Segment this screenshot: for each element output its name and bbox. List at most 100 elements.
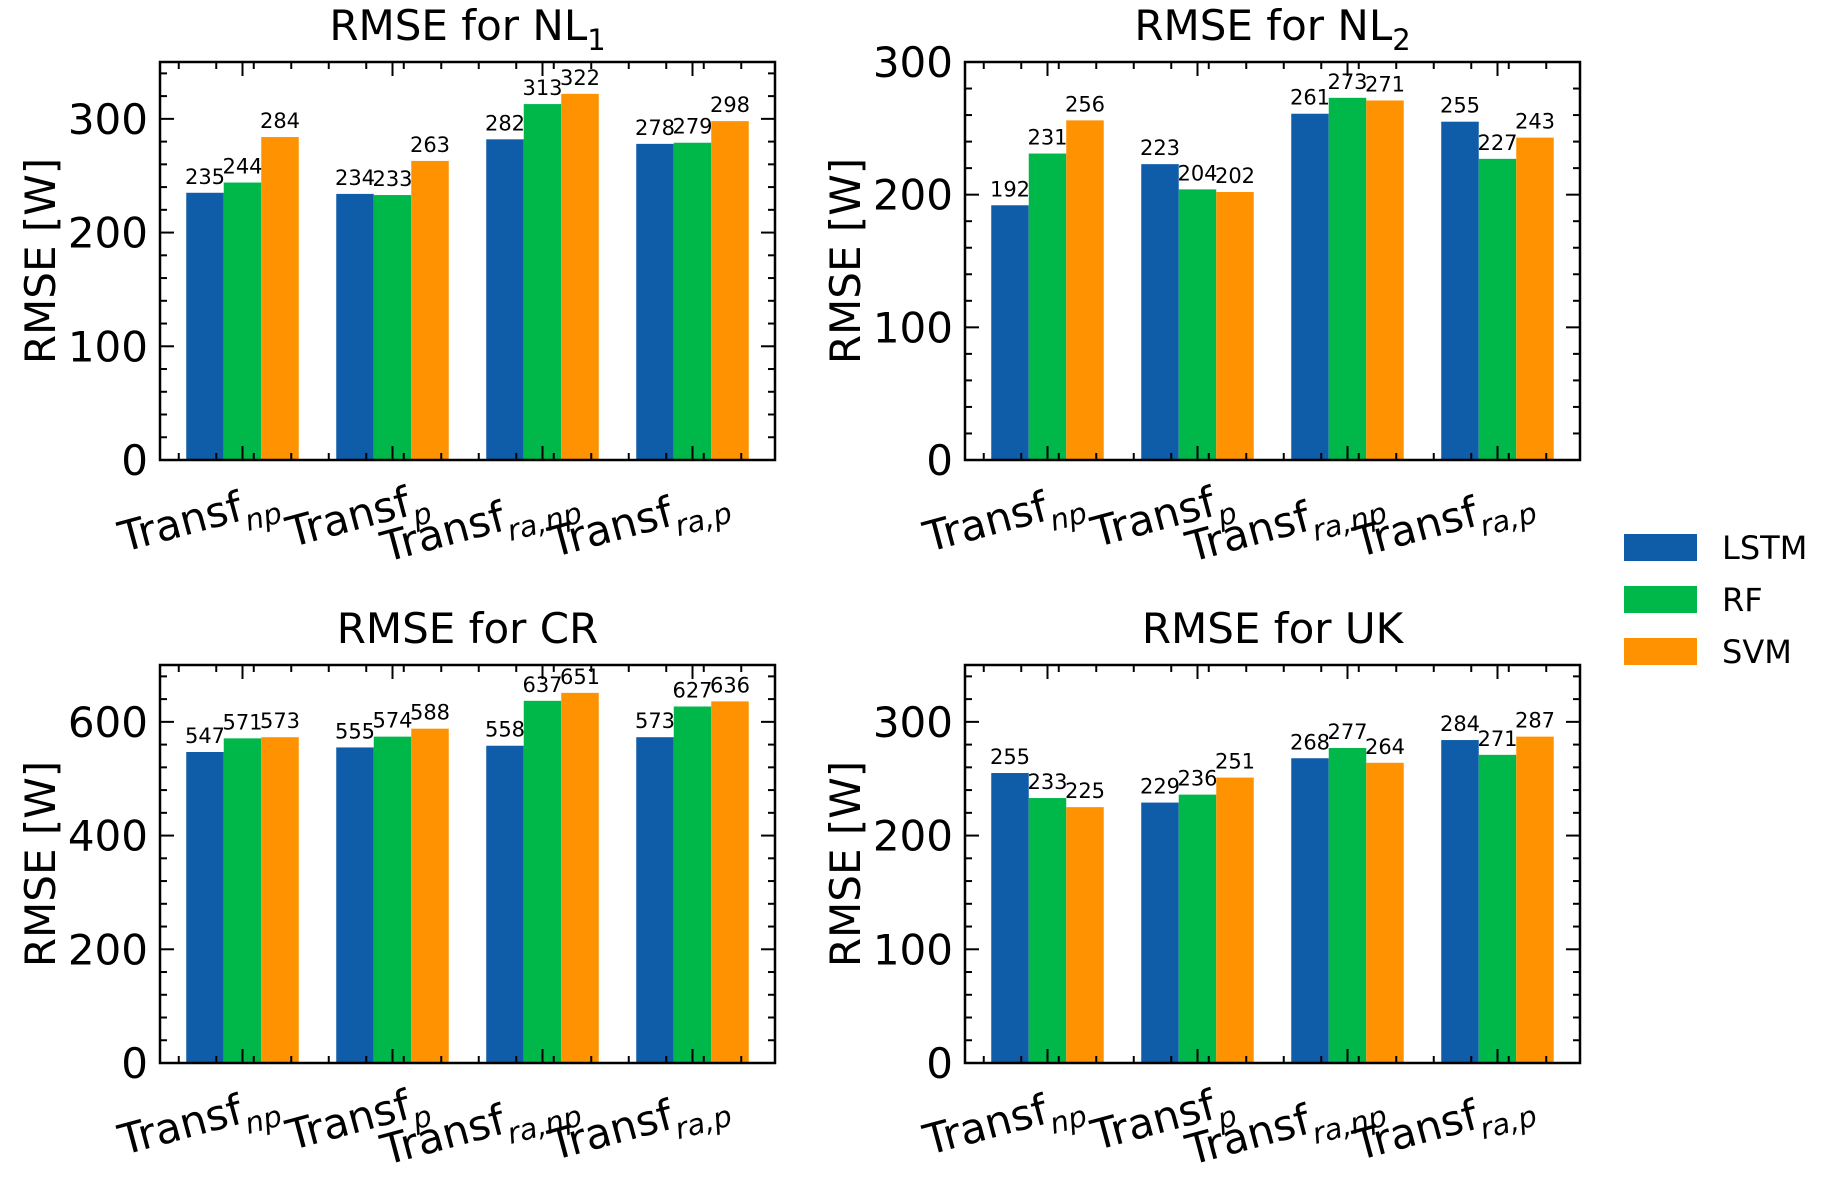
bar-rf-3 <box>523 104 562 460</box>
value-label-svm-2: 202 <box>1215 164 1255 188</box>
value-label-lstm-3: 282 <box>485 111 525 135</box>
bar-rf-3 <box>523 700 562 1063</box>
axes-frame <box>963 60 1582 462</box>
bar-lstm-4 <box>636 143 674 460</box>
bar-rf-1 <box>223 738 262 1063</box>
bar-lstm-3 <box>1291 758 1329 1063</box>
x-tick-label-sub: ra,p <box>671 1099 735 1147</box>
value-label-lstm-2: 555 <box>335 719 375 743</box>
x-tick-label-base: Transf <box>112 482 248 562</box>
y-tick-label: 200 <box>68 925 148 974</box>
legend-label-svm: SVM <box>1722 633 1792 671</box>
y-tick-label: 200 <box>873 171 953 220</box>
value-label-rf-4: 227 <box>1477 131 1517 155</box>
value-label-lstm-4: 573 <box>635 709 675 733</box>
value-label-svm-1: 225 <box>1065 779 1105 803</box>
value-label-rf-1: 231 <box>1027 126 1067 150</box>
value-label-svm-3: 651 <box>560 665 600 689</box>
value-label-rf-4: 627 <box>672 679 712 703</box>
bar-svm-1 <box>1066 807 1104 1063</box>
chart-panel-1: 235 234 282 278 244 233 313 279 284 263 322 298 0 100… <box>16 1 777 576</box>
y-tick-label: 100 <box>873 303 953 352</box>
chart-title-sub: 1 <box>587 23 605 57</box>
value-label-lstm-1: 192 <box>990 177 1030 201</box>
x-tick-label-4: Transfra,p <box>543 472 736 576</box>
value-label-lstm-3: 558 <box>485 718 525 742</box>
y-tick-label: 300 <box>68 95 148 144</box>
y-tick-label: 200 <box>873 812 953 861</box>
legend-swatch-svm <box>1624 638 1697 665</box>
bar-rf-2 <box>373 195 412 461</box>
bar-rf-1 <box>1028 153 1067 461</box>
legend-swatch-rf <box>1624 586 1697 613</box>
bar-svm-2 <box>1216 192 1254 460</box>
bar-rf-1 <box>223 182 262 461</box>
x-tick-label-sub: np <box>241 496 285 538</box>
value-label-svm-1: 284 <box>260 109 300 133</box>
bar-lstm-2 <box>1141 164 1179 460</box>
legend-swatch-lstm <box>1624 534 1697 561</box>
chart-panel-4: 255 229 268 284 233 236 277 271 225 251 264 287 0 100… <box>821 604 1582 1179</box>
value-label-rf-2: 204 <box>1177 161 1217 185</box>
bar-rf-4 <box>1478 158 1517 460</box>
value-label-rf-1: 233 <box>1027 770 1067 794</box>
value-label-lstm-1: 547 <box>185 724 225 748</box>
bar-lstm-4 <box>1441 121 1479 460</box>
x-tick-label-sub: np <box>241 1099 285 1141</box>
bar-rf-2 <box>1178 794 1217 1063</box>
y-axis-label: RMSE [W] <box>821 761 870 967</box>
x-tick-label-sub: np <box>1046 1099 1090 1141</box>
axes-frame <box>963 663 1582 1065</box>
y-axis-label: RMSE [W] <box>16 761 65 967</box>
value-label-rf-2: 233 <box>372 167 412 191</box>
x-tick-label-1: Transfnp <box>917 472 1090 570</box>
bar-svm-2 <box>411 160 449 460</box>
x-tick-label-1: Transfnp <box>917 1075 1090 1173</box>
x-tick-label-sub: ra,p <box>1476 496 1540 544</box>
bar-svm-3 <box>561 93 599 460</box>
value-label-rf-3: 277 <box>1327 720 1367 744</box>
bar-lstm-1 <box>991 773 1029 1063</box>
bar-rf-4 <box>673 706 712 1063</box>
value-label-lstm-4: 278 <box>635 116 675 140</box>
value-label-rf-2: 574 <box>372 709 412 733</box>
x-tick-label-base: Transf <box>112 1085 248 1165</box>
value-label-rf-4: 279 <box>672 115 712 139</box>
bar-lstm-3 <box>486 139 524 460</box>
value-label-lstm-3: 268 <box>1290 730 1330 754</box>
legend-label-rf: RF <box>1722 581 1763 619</box>
y-tick-label: 400 <box>68 812 148 861</box>
y-tick-label: 200 <box>68 209 148 258</box>
y-tick-label: 600 <box>68 698 148 747</box>
bar-svm-4 <box>711 701 749 1063</box>
chart-title-main: RMSE for UK <box>1142 604 1405 653</box>
chart-title-main: RMSE for NL <box>1134 1 1392 50</box>
bar-rf-4 <box>673 142 712 461</box>
value-label-svm-2: 251 <box>1215 750 1255 774</box>
y-tick-label: 0 <box>121 1039 148 1088</box>
value-label-svm-1: 573 <box>260 709 300 733</box>
bar-lstm-2 <box>1141 802 1179 1063</box>
bar-rf-4 <box>1478 754 1517 1063</box>
x-tick-label-1: Transfnp <box>112 1075 285 1173</box>
bar-lstm-3 <box>1291 113 1329 461</box>
y-tick-label: 0 <box>121 436 148 485</box>
bar-rf-3 <box>1328 97 1367 460</box>
value-label-lstm-2: 229 <box>1140 775 1180 799</box>
bar-rf-1 <box>1028 798 1067 1063</box>
y-tick-label: 0 <box>926 1039 953 1088</box>
x-tick-label-1: Transfnp <box>112 472 285 570</box>
bar-lstm-1 <box>186 192 224 460</box>
y-tick-label: 0 <box>926 436 953 485</box>
chart-title: RMSE for CR <box>337 604 599 653</box>
y-axis-label: RMSE [W] <box>16 158 65 364</box>
chart-title: RMSE for NL1 <box>329 1 605 57</box>
bar-rf-2 <box>373 736 412 1063</box>
bar-svm-1 <box>261 137 299 461</box>
y-tick-label: 300 <box>873 698 953 747</box>
value-label-rf-2: 236 <box>1177 767 1217 791</box>
value-label-lstm-2: 234 <box>335 166 375 190</box>
x-tick-label-4: Transfra,p <box>1348 1075 1541 1179</box>
y-tick-label: 100 <box>68 322 148 371</box>
value-label-rf-1: 571 <box>222 710 262 734</box>
